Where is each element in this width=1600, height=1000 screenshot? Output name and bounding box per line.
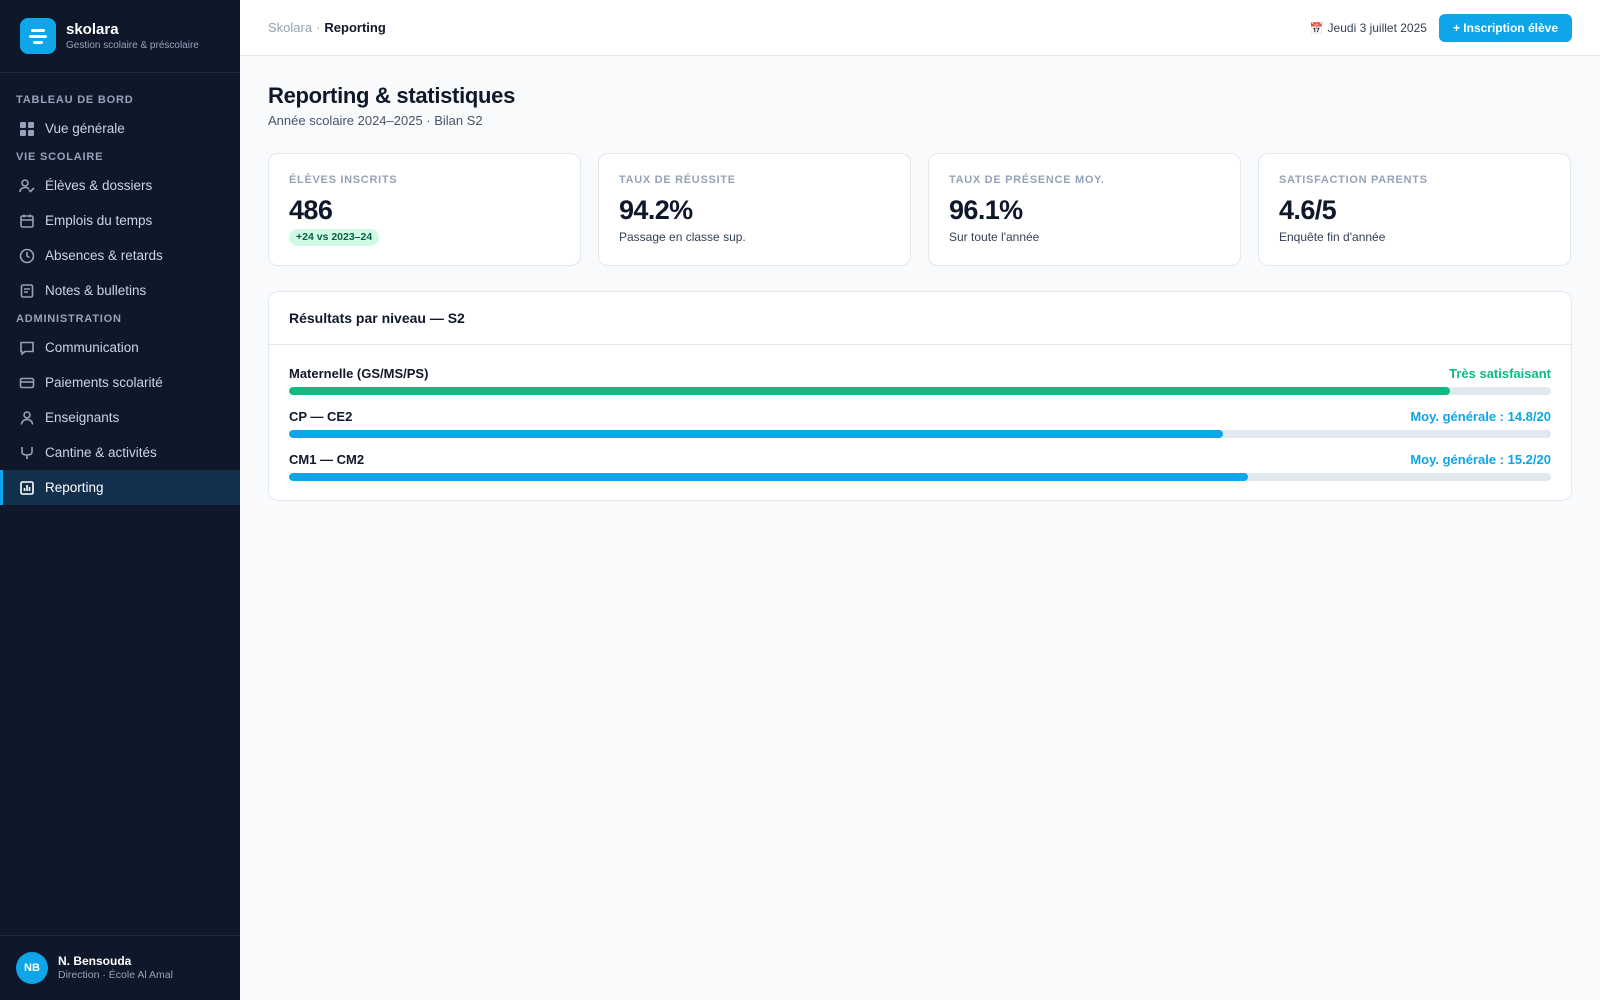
brand-name: skolara [66,20,119,38]
brand-tagline: Gestion scolaire & préscolaire [66,39,199,51]
kpi-value: 94.2% [619,195,693,225]
sidebar-item-notes[interactable]: Notes & bulletins [0,273,240,308]
nav-section-title: VIE SCOLAIRE [16,151,104,163]
trend-badge: +24 vs 2023–24 [289,229,380,246]
sidebar-item-label: Cantine & activités [45,445,157,460]
sidebar-item-reporting[interactable]: Reporting [0,470,240,505]
kpi-note: Enquête fin d'année [1279,230,1386,244]
user-icon [19,410,35,426]
progress-fill [289,387,1451,395]
chart-icon [19,480,35,496]
row-status: Très satisfaisant [1449,365,1551,381]
breadcrumb-root[interactable]: Skolara [268,20,313,35]
kpi-card-success-rate: TAUX DE RÉUSSITE 94.2% Passage en classe… [598,153,911,266]
panel-title: Résultats par niveau — S2 [269,292,1571,345]
sidebar-item-paiements[interactable]: Paiements scolarité [0,365,240,400]
user-check-icon [19,178,35,194]
sidebar-item-vue-generale[interactable]: Vue générale [0,111,240,146]
report-card-icon [19,283,35,299]
main-content: Reporting & statistiques Année scolaire … [268,56,1572,501]
breadcrumb-separator: · [316,20,321,35]
kpi-value: 4.6/5 [1279,195,1337,225]
sidebar-item-label: Communication [45,340,139,355]
add-student-button[interactable]: + Inscription élève [1438,13,1572,42]
kpi-note: Sur toute l'année [949,230,1040,244]
clock-icon [19,248,35,264]
progress-fill [289,473,1249,481]
sidebar-item-absences[interactable]: Absences & retards [0,238,240,273]
kpi-card-satisfaction: SATISFACTION PARENTS 4.6/5 Enquête fin d… [1258,153,1571,266]
grid-icon [19,121,35,137]
kpi-label: TAUX DE PRÉSENCE MOY. [949,174,1105,186]
kpi-value: 486 [289,195,333,225]
breadcrumb: Skolara · Reporting [268,20,386,35]
sidebar-item-label: Reporting [45,480,104,495]
current-date: 📅 Jeudi 3 juillet 2025 [1310,21,1427,35]
nav-section-title: TABLEAU DE BORD [16,94,134,106]
top-header: Skolara · Reporting 📅 Jeudi 3 juillet 2025 … [240,0,1600,56]
user-name: N. Bensouda [58,954,132,968]
result-row: CM1 — CM2 Moy. générale : 15.2/20 [289,451,1551,494]
row-label: CP — CE2 [289,408,353,424]
kpi-label: TAUX DE RÉUSSITE [619,174,736,186]
breadcrumb-current: Reporting [324,20,386,35]
kpi-card-attendance: TAUX DE PRÉSENCE MOY. 96.1% Sur toute l'… [928,153,1241,266]
utensils-icon [19,445,35,461]
sidebar-item-communication[interactable]: Communication [0,330,240,365]
row-status: Moy. générale : 15.2/20 [1410,451,1551,467]
sidebar-item-label: Enseignants [45,410,120,425]
user-role: Direction · École Al Amal [58,969,173,981]
sidebar-item-label: Vue générale [45,121,125,136]
row-status: Moy. générale : 14.8/20 [1410,408,1551,424]
sidebar-item-label: Absences & retards [45,248,163,263]
progress-track [289,387,1551,395]
calendar-icon [19,213,35,229]
sidebar-item-label: Notes & bulletins [45,283,147,298]
row-label: Maternelle (GS/MS/PS) [289,365,429,381]
chat-icon [19,340,35,356]
kpi-value: 96.1% [949,195,1023,225]
row-label: CM1 — CM2 [289,451,365,467]
date-text: Jeudi 3 juillet 2025 [1327,20,1427,35]
avatar: NB [16,952,48,984]
calendar-icon: 📅 [1309,22,1324,35]
sidebar-item-enseignants[interactable]: Enseignants [0,400,240,435]
progress-fill [289,430,1223,438]
sidebar-item-label: Élèves & dossiers [45,178,153,193]
results-panel: Résultats par niveau — S2 Maternelle (GS… [268,291,1572,501]
kpi-note: Passage en classe sup. [619,230,746,244]
sidebar-item-cantine[interactable]: Cantine & activités [0,435,240,470]
sidebar-item-eleves[interactable]: Élèves & dossiers [0,168,240,203]
brand-logo-icon [20,18,56,54]
sidebar-item-label: Emplois du temps [45,213,153,228]
kpi-label: ÉLÈVES INSCRITS [289,174,398,186]
progress-track [289,473,1551,481]
kpi-label: SATISFACTION PARENTS [1279,174,1428,186]
result-row: CP — CE2 Moy. générale : 14.8/20 [289,408,1551,451]
sidebar-item-emplois[interactable]: Emplois du temps [0,203,240,238]
kpi-card-students: ÉLÈVES INSCRITS 486 +24 vs 2023–24 [268,153,581,266]
sidebar-nav: TABLEAU DE BORD Vue générale VIE SCOLAIR… [0,73,240,505]
kpi-cards: ÉLÈVES INSCRITS 486 +24 vs 2023–24 TAUX … [268,153,1572,266]
sidebar-item-label: Paiements scolarité [45,375,163,390]
page-title: Reporting & statistiques [268,83,516,108]
sidebar: skolara Gestion scolaire & préscolaire T… [0,0,240,1000]
page-subtitle: Année scolaire 2024–2025 · Bilan S2 [268,113,483,128]
result-row: Maternelle (GS/MS/PS) Très satisfaisant [289,365,1551,408]
nav-section-title: ADMINISTRATION [16,313,122,325]
progress-track [289,430,1551,438]
user-profile[interactable]: NB N. Bensouda Direction · École Al Amal [0,935,240,1000]
credit-card-icon [19,375,35,391]
brand[interactable]: skolara Gestion scolaire & préscolaire [0,0,240,73]
